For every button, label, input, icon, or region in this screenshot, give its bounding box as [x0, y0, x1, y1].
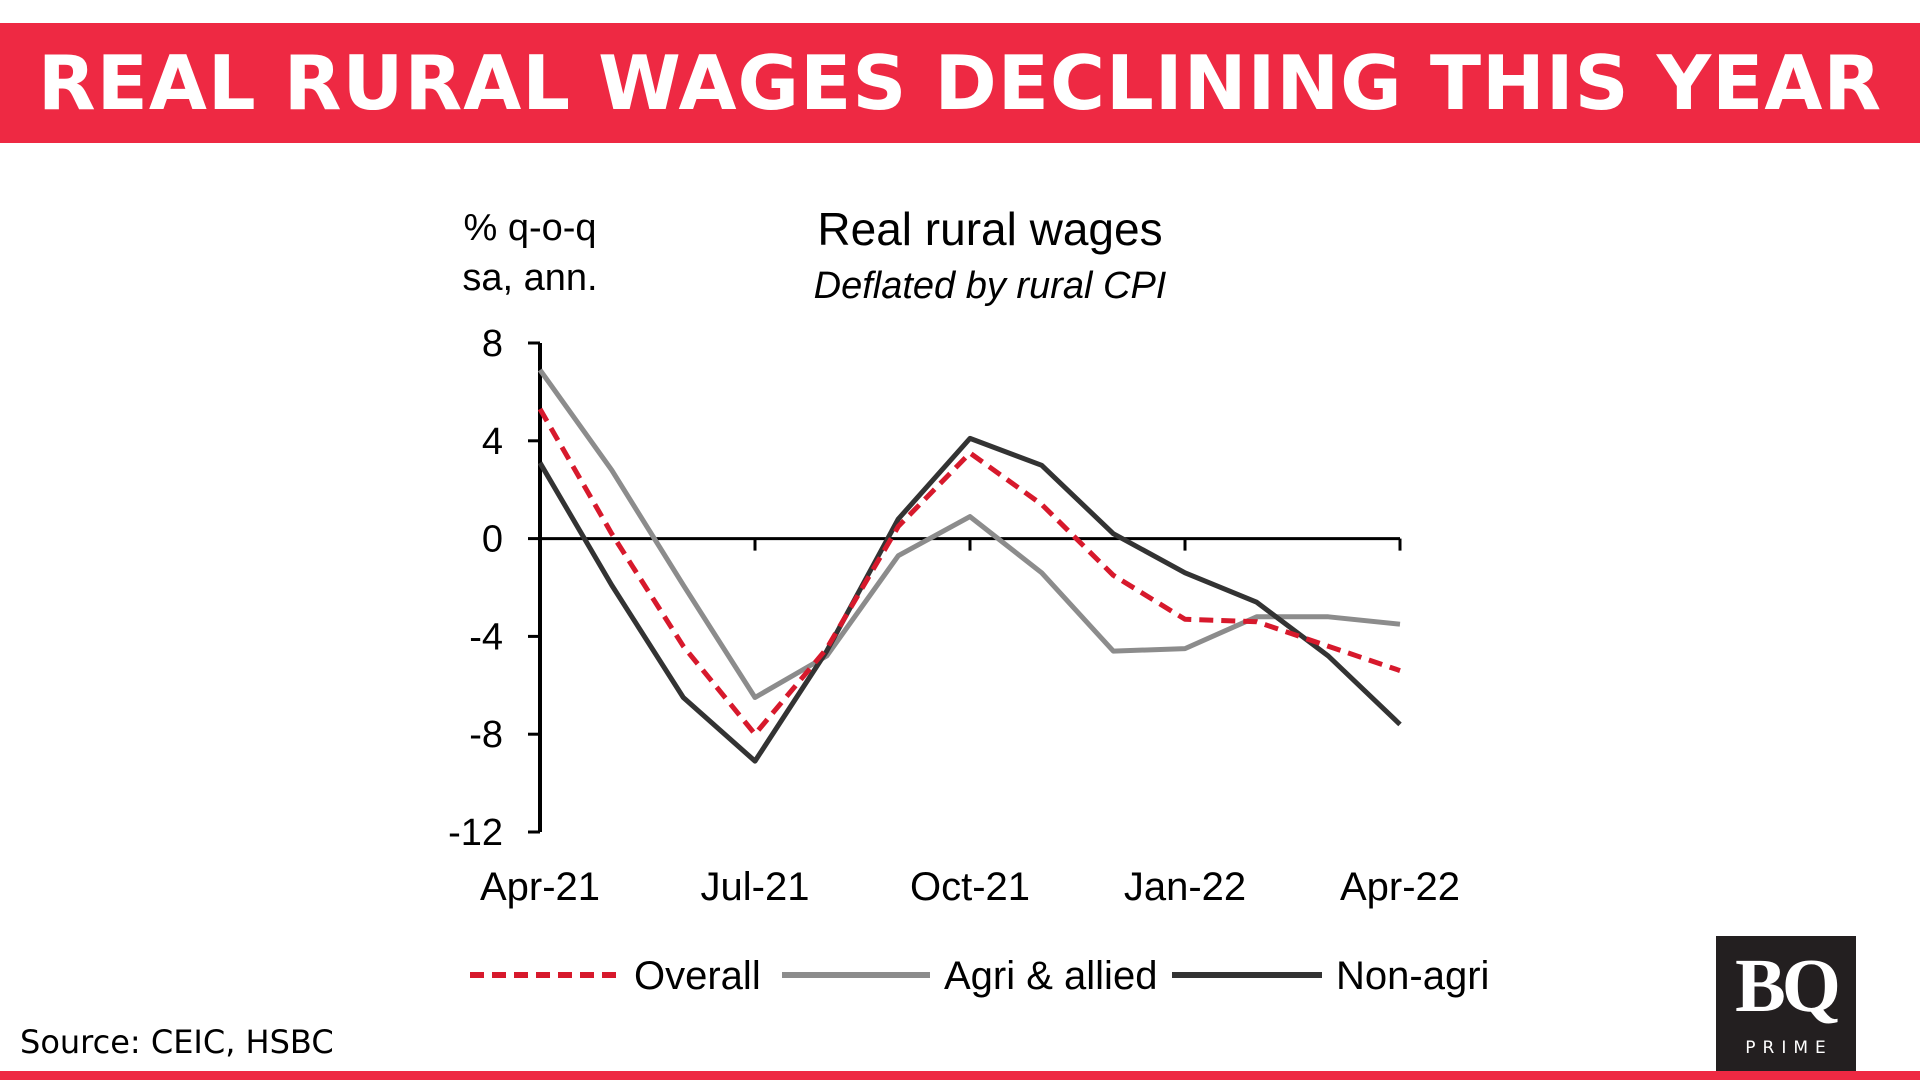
y-axis-unit-label-line2: sa, ann.	[462, 257, 597, 299]
y-tick-label: 0	[482, 519, 503, 561]
x-tick-label: Apr-22	[1340, 865, 1460, 909]
page-title: REAL RURAL WAGES DECLINING THIS YEAR	[37, 39, 1883, 127]
legend-label-non-agri: Non-agri	[1336, 954, 1489, 998]
x-tick-label: Apr-21	[480, 865, 600, 909]
legend-label-agri-allied: Agri & allied	[944, 954, 1157, 998]
legend: Overall Agri & allied Non-agri	[470, 954, 1489, 998]
title-banner: REAL RURAL WAGES DECLINING THIS YEAR	[0, 23, 1920, 143]
x-tick-label: Oct-21	[910, 865, 1030, 909]
series-line-agri-allied	[537, 368, 1401, 700]
series-line-overall	[537, 407, 1401, 737]
y-tick-label: -12	[448, 812, 503, 854]
series-line-non-agri	[537, 435, 1402, 764]
y-axis-ticks: 8 4 0 -4 -8 -12	[448, 323, 540, 854]
bottom-rule	[0, 1071, 1920, 1080]
y-tick-label: -8	[469, 714, 503, 756]
x-tick-label: Jul-21	[701, 865, 810, 909]
chart-subtitle: Deflated by rural CPI	[814, 265, 1167, 307]
y-tick-label: -4	[469, 616, 503, 658]
bq-prime-logo: BQ PRIME	[1716, 936, 1856, 1072]
series-lines	[537, 368, 1402, 764]
x-axis-ticks: Apr-21 Jul-21 Oct-21 Jan-22 Apr-22	[480, 538, 1460, 909]
y-axis-unit-label-line1: % q-o-q	[463, 207, 596, 249]
logo-subtitle: PRIME	[1745, 1038, 1833, 1058]
logo-mark: BQ	[1735, 944, 1841, 1028]
chart-title: Real rural wages	[817, 203, 1162, 255]
y-tick-label: 4	[482, 421, 503, 463]
x-tick-label: Jan-22	[1124, 865, 1246, 909]
y-tick-label: 8	[482, 323, 503, 365]
source-note: Source: CEIC, HSBC	[20, 1023, 334, 1061]
legend-label-overall: Overall	[634, 954, 761, 998]
chart-axes	[538, 343, 1400, 832]
